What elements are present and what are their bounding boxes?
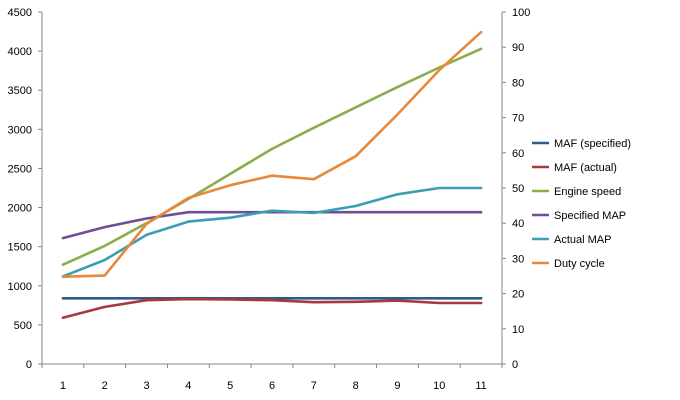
- legend-label-maf-actual: MAF (actual): [554, 162, 617, 174]
- x-tick-label: 11: [475, 380, 486, 392]
- series-line-actual-map: [61, 186, 483, 278]
- x-tick-label: 4: [185, 380, 191, 392]
- y-tick-label-right: 50: [512, 183, 524, 195]
- axes: 0 500 1000 1500 2000 2500 3000 3500 4000 4500 0 10 2…: [8, 7, 531, 392]
- y-tick-label-left: 4000: [8, 46, 32, 58]
- y-tick-label-right: 60: [512, 148, 524, 160]
- legend: MAF (specified) MAF (actual) Engine speed S…: [532, 138, 631, 270]
- y-tick-label-right: 20: [512, 289, 524, 301]
- x-tick-label: 1: [60, 380, 66, 392]
- legend-label-specified-map: Specified MAP: [554, 210, 626, 222]
- x-tick-label: 9: [394, 380, 400, 392]
- y-tick-label-left: 0: [26, 359, 32, 371]
- y-tick-label-right: 0: [512, 359, 518, 371]
- y-tick-label-left: 2000: [8, 203, 32, 215]
- x-tick-label: 5: [227, 380, 233, 392]
- y-tick-label-left: 1500: [8, 242, 32, 254]
- series-line-maf-actual: [61, 297, 483, 320]
- y-tick-label-right: 70: [512, 113, 524, 125]
- series-line-duty-cycle: [61, 30, 483, 279]
- y-tick-label-left: 2500: [8, 163, 32, 175]
- legend-label-maf-specified: MAF (specified): [554, 138, 631, 150]
- x-tick-label: 2: [102, 380, 108, 392]
- series-line-engine-speed: [61, 47, 483, 267]
- x-tick-label: 6: [269, 380, 275, 392]
- y-tick-label-right: 100: [512, 7, 530, 19]
- series-lines: [61, 30, 483, 320]
- y-tick-label-right: 10: [512, 324, 524, 336]
- legend-label-duty-cycle: Duty cycle: [554, 258, 605, 270]
- y-tick-label-left: 3500: [8, 85, 32, 97]
- y-tick-label-left: 500: [14, 320, 32, 332]
- legend-label-engine-speed: Engine speed: [554, 186, 621, 198]
- y-tick-label-right: 30: [512, 253, 524, 265]
- y-tick-label-left: 3000: [8, 124, 32, 136]
- y-tick-label-left: 1000: [8, 281, 32, 293]
- y-tick-label-right: 80: [512, 77, 524, 89]
- x-tick-label: 3: [143, 380, 149, 392]
- y-tick-label-left: 4500: [8, 7, 32, 19]
- y-tick-label-right: 90: [512, 42, 524, 54]
- x-tick-label: 8: [353, 380, 359, 392]
- y-tick-label-right: 40: [512, 218, 524, 230]
- x-tick-label: 10: [433, 380, 445, 392]
- series-line-specified-map: [61, 210, 483, 240]
- legend-label-actual-map: Actual MAP: [554, 234, 611, 246]
- x-tick-label: 7: [311, 380, 317, 392]
